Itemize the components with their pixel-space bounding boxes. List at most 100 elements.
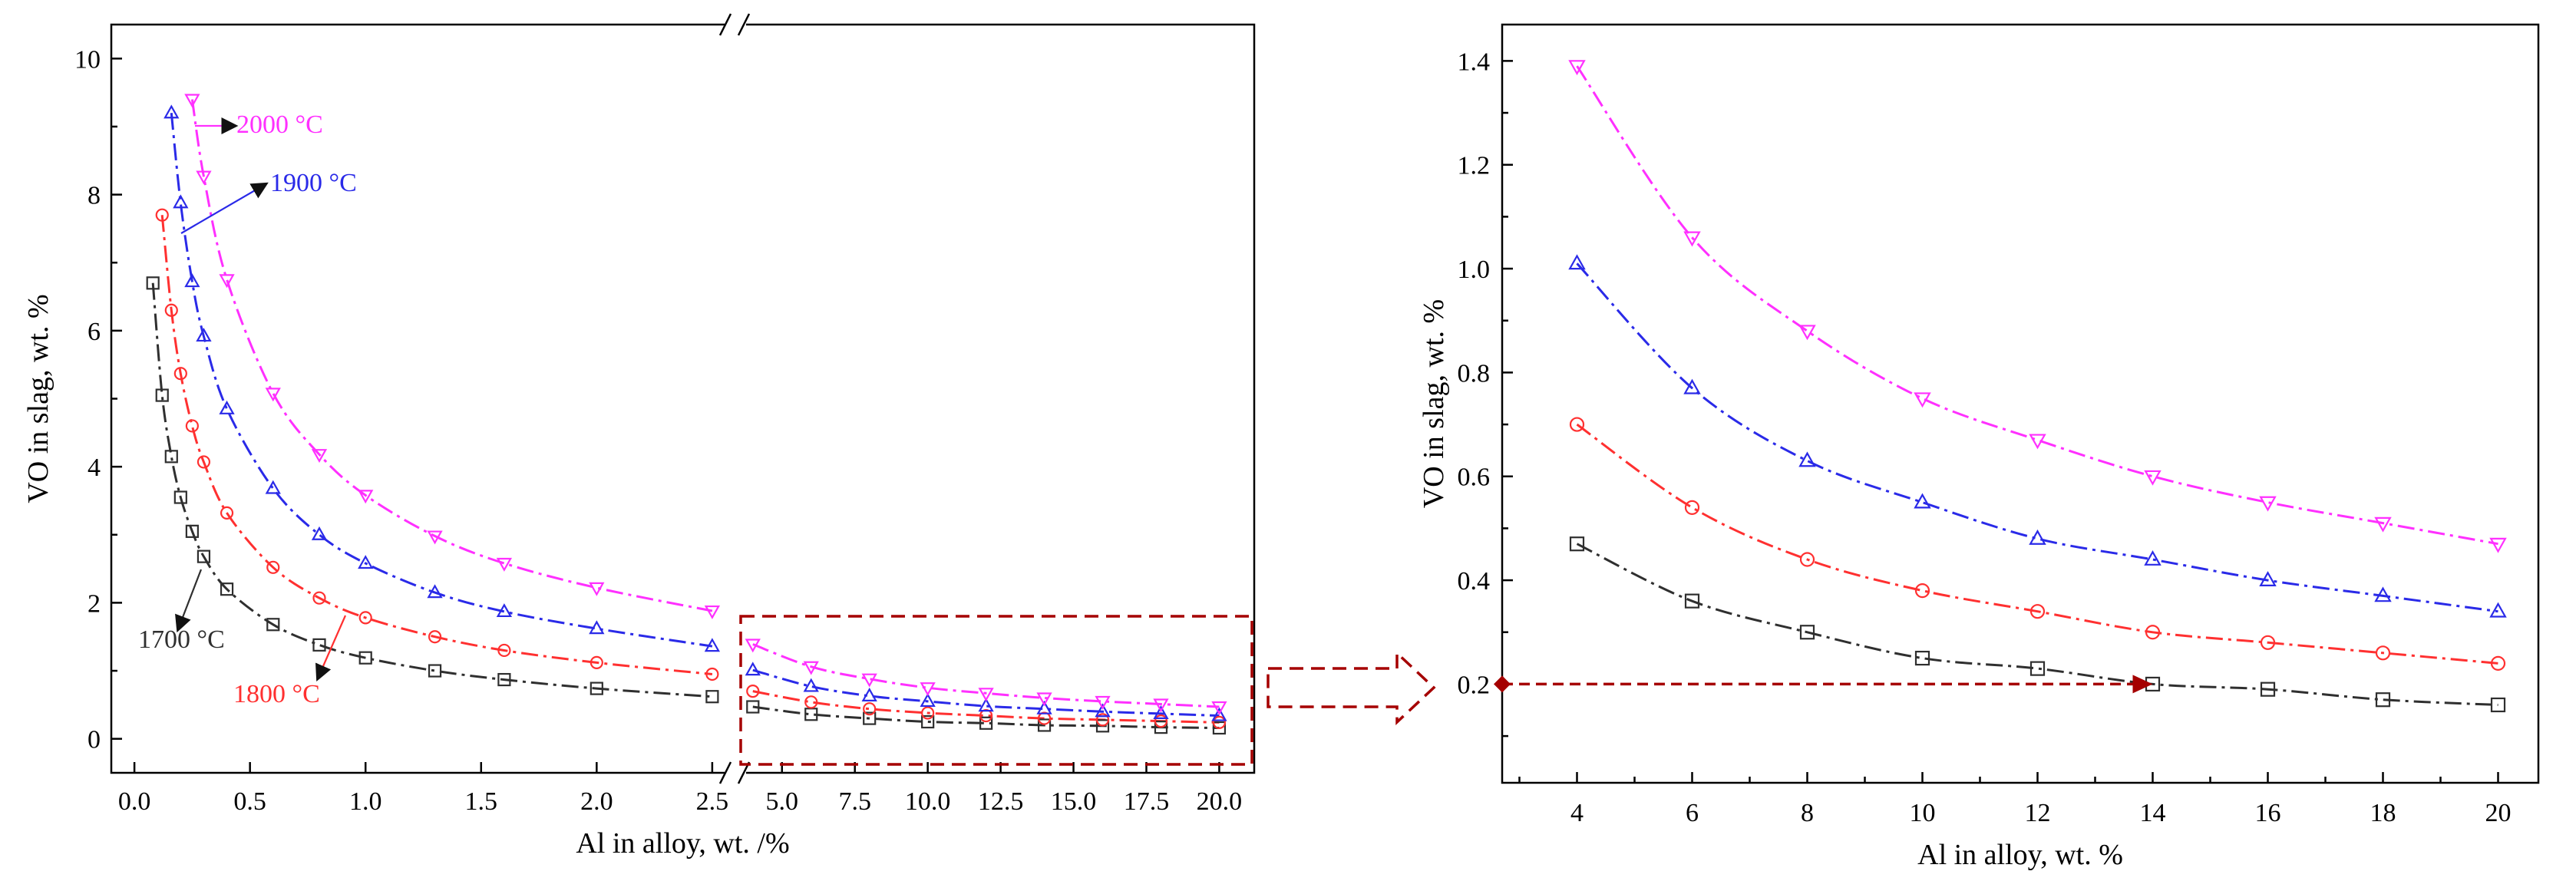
- data-point-1800: [185, 419, 199, 433]
- data-point-1900: [219, 400, 235, 414]
- right-y-tick-label: 1.4: [1458, 48, 1491, 76]
- data-point-2000: [265, 388, 281, 402]
- data-point-1900: [1095, 703, 1111, 718]
- left-x-tick-label: 7.5: [838, 787, 871, 816]
- data-point-1700: [1799, 625, 1815, 640]
- data-point-1700: [921, 714, 935, 729]
- data-point-1800: [1095, 713, 1110, 727]
- data-point-2000: [1914, 392, 1931, 408]
- axis-break-mark: [737, 13, 751, 36]
- data-point-1800: [2260, 635, 2276, 650]
- data-point-1700: [1212, 721, 1227, 735]
- data-point-1900: [2259, 571, 2277, 586]
- data-point-1700: [358, 651, 372, 665]
- data-point-2000: [2259, 496, 2277, 512]
- right-annotation-arrow: [1494, 675, 2153, 694]
- data-point-1800: [173, 367, 187, 381]
- zoom-connector-arrow: [1267, 649, 1436, 726]
- callout-arrow-1900: [180, 182, 269, 234]
- data-point-1800: [2375, 645, 2391, 661]
- data-point-1900: [2374, 586, 2392, 602]
- data-point-1800: [266, 560, 280, 574]
- data-point-2000: [704, 605, 721, 619]
- data-point-2000: [803, 661, 819, 675]
- data-point-1700: [428, 664, 442, 678]
- data-point-2000: [1153, 698, 1169, 713]
- data-point-1700: [1095, 719, 1110, 733]
- right-y-tick-label: 0.2: [1458, 671, 1491, 699]
- data-point-2000: [1683, 231, 1701, 247]
- data-point-1700: [1914, 650, 1930, 666]
- data-point-1700: [173, 490, 187, 504]
- series-label-1800: 1800 °C: [233, 680, 320, 708]
- right-x-tick-label: 12: [2025, 799, 2051, 827]
- left-series-line-1700: [752, 705, 1220, 729]
- right-chart: 0.2 0.4 0.6 0.8 1.0 1.2 1.4 4 6 8 10 12 14 16 18 20 Al …: [1418, 23, 2540, 871]
- left-x-tick-label: 0.0: [118, 787, 151, 816]
- left-chart: 0 2 4 6 8 10 0.0 0.5 1.0 1.5 2.0 2.5 5.0 7.5 10.0 12.5 1…: [22, 13, 1256, 860]
- data-point-2000: [496, 557, 513, 572]
- left-x-tick-label: 20.0: [1197, 787, 1243, 816]
- data-point-1700: [497, 672, 511, 687]
- right-y-tick-label: 1.0: [1458, 256, 1491, 284]
- left-y-tick-label: 0: [88, 726, 101, 754]
- left-series-line-2000: [190, 99, 713, 612]
- data-point-2000: [358, 490, 374, 504]
- left-x-tick-label: 1.5: [465, 787, 498, 816]
- data-point-1800: [497, 643, 511, 658]
- data-point-1800: [197, 455, 211, 469]
- data-point-1800: [2145, 625, 2161, 640]
- data-point-2000: [861, 673, 877, 688]
- left-x-tick-label: 10.0: [905, 787, 951, 816]
- data-point-1800: [746, 685, 760, 698]
- data-point-1800: [921, 706, 935, 720]
- data-point-1800: [1914, 583, 1930, 599]
- left-y-axis-label: VO in slag, wt. %: [22, 294, 54, 503]
- right-x-tick-label: 4: [1570, 799, 1584, 827]
- data-point-2000: [196, 170, 212, 185]
- left-series-line-1800: [752, 690, 1220, 724]
- left-x-tick-label: 12.5: [978, 787, 1024, 816]
- right-y-axis-label: VO in slag, wt. %: [1418, 299, 1450, 508]
- data-point-1700: [2029, 661, 2046, 676]
- data-point-1700: [1684, 593, 1700, 609]
- threshold-diamond-marker: [1494, 675, 1511, 693]
- data-point-2000: [978, 688, 994, 702]
- data-point-1800: [312, 591, 326, 605]
- right-series-line-1800: [1576, 423, 2498, 665]
- data-point-1700: [2490, 697, 2506, 713]
- right-y-tick-label: 0.6: [1458, 464, 1491, 492]
- left-x-tick-label: 0.5: [233, 787, 266, 816]
- data-point-1700: [1037, 718, 1052, 732]
- data-point-2000: [1798, 325, 1816, 341]
- right-series-line-1700: [1576, 543, 2498, 706]
- threshold-arrow-head: [2132, 675, 2153, 694]
- data-point-1700: [155, 388, 169, 402]
- data-point-1700: [1154, 721, 1168, 734]
- left-series-line-1900: [752, 668, 1220, 717]
- left-x-tick-label: 2.5: [696, 787, 729, 816]
- data-point-1900: [196, 328, 212, 342]
- data-point-1900: [2144, 550, 2162, 566]
- callout-arrow-1700: [175, 569, 203, 633]
- data-point-1900: [311, 526, 328, 540]
- data-point-1800: [863, 702, 877, 716]
- data-point-1700: [2375, 692, 2391, 708]
- data-point-1800: [2490, 655, 2506, 671]
- data-point-1700: [590, 681, 603, 695]
- data-point-1900: [265, 480, 281, 494]
- left-y-tick-label: 10: [74, 45, 101, 74]
- data-point-1800: [428, 630, 442, 644]
- data-point-2000: [184, 94, 200, 108]
- data-point-1900: [1036, 700, 1052, 714]
- data-point-1800: [2029, 604, 2046, 619]
- data-point-1700: [164, 450, 178, 464]
- data-point-1900: [920, 693, 936, 708]
- data-point-1900: [1798, 451, 1816, 467]
- right-x-tick-label: 16: [2255, 799, 2281, 827]
- right-series-markers: [1568, 60, 2507, 713]
- data-point-1900: [745, 662, 761, 676]
- data-point-1900: [589, 620, 605, 635]
- data-point-1700: [146, 276, 160, 290]
